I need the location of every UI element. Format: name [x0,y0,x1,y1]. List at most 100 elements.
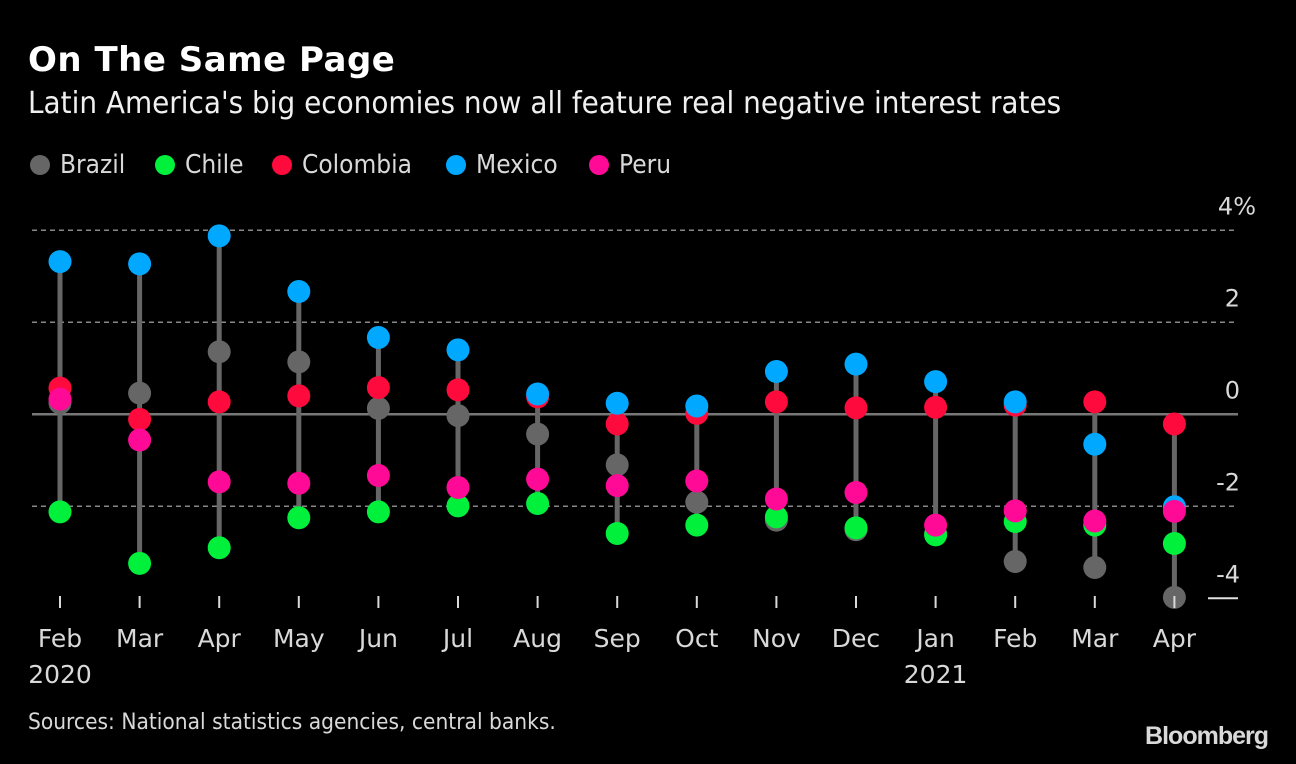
data-point-colombia [1162,412,1186,436]
legend-dot-brazil-icon [30,155,50,175]
legend-item-mexico: Mexico [445,150,567,180]
legend-item-peru: Peru [588,150,677,180]
x-axis-labels: Feb Mar Apr May Jun Jul Aug Sep Oct Nov Dec Jan Feb M… [28,596,1197,689]
data-point-chile [128,551,152,575]
y-axis-labels: 4% 2 0 -2 -4 [1216,192,1256,588]
data-point-peru [605,474,629,498]
data-point-mexico [48,250,72,274]
data-point-mexico [924,370,948,394]
legend-dot-mexico-icon [445,155,466,175]
data-point-chile [48,500,72,524]
legend-label: Brazil [60,150,126,180]
data-point-peru [526,467,550,491]
data-point-brazil [1003,550,1027,573]
data-point-peru [366,463,390,487]
y-tick-label: -2 [1216,468,1240,496]
data-point-mexico [1003,390,1027,414]
x-tick-label: Mar [1071,624,1119,653]
data-point-brazil [685,490,709,514]
data-point-colombia [605,412,629,436]
data-point-chile [207,536,231,560]
y-tick-label: 0 [1225,376,1240,404]
data-point-chile [366,500,390,524]
data-point-colombia [446,378,470,402]
data-point-brazil [1083,555,1107,579]
data-point-peru [924,513,948,537]
data-point-peru [1083,509,1107,533]
data-point-mexico [446,338,470,362]
data-point-chile [446,494,470,518]
data-point-peru [207,470,231,494]
data-point-chile [1162,532,1186,556]
x-tick-label: Oct [675,624,718,653]
x-tick-label: Jun [357,624,398,653]
data-point-chile [685,513,709,537]
data-point-colombia [844,396,868,420]
data-point-colombia [287,384,311,408]
data-point-chile [526,492,550,516]
legend: Brazil Chile Colombia Mexico Peru [30,150,699,180]
data-point-chile [287,506,311,530]
source-note: Sources: National statistics agencies, c… [28,710,556,735]
x-tick-label: Mar [116,624,164,653]
data-point-chile [844,516,868,540]
data-point-chile [605,521,629,545]
legend-dot-colombia-icon [271,155,292,175]
x-tick-label: Apr [1153,624,1197,653]
data-point-colombia [366,376,390,400]
x-tick-label: Dec [832,624,880,653]
data-point-mexico [526,382,550,406]
data-point-peru [764,487,788,511]
data-point-colombia [924,395,948,419]
data-point-mexico [764,360,788,384]
data-point-peru [446,475,470,499]
gridlines [32,229,1238,600]
data-point-peru [287,471,311,495]
x-year-label: 2021 [904,660,968,689]
legend-item-colombia: Colombia [271,150,424,180]
legend-label: Colombia [301,150,412,180]
legend-label: Chile [184,150,244,180]
data-point-colombia [207,390,231,414]
x-tick-label: Sep [594,624,641,653]
data-point-brazil [207,340,231,364]
data-point-mexico [685,394,709,418]
legend-item-chile: Chile [154,150,250,180]
data-point-peru [1162,499,1186,523]
x-tick-label: Feb [993,624,1037,653]
data-point-peru [685,469,709,493]
data-point-chile [764,505,788,529]
x-tick-label: Feb [38,624,82,653]
data-point-mexico [1083,432,1107,456]
data-point-mexico [844,352,868,376]
x-tick-label: Jul [441,624,473,653]
bloomberg-logo: Bloomberg [1145,722,1269,750]
legend-item-brazil: Brazil [30,150,133,180]
data-point-colombia [128,407,152,431]
x-tick-label: May [273,624,325,653]
y-tick-label: 2 [1225,284,1240,312]
data-point-brazil [366,396,390,420]
chart-subtitle: Latin America's big economies now all fe… [28,86,1062,121]
legend-dot-peru-icon [588,155,609,175]
data-point-peru [1003,499,1027,523]
x-tick-label: Aug [513,624,562,653]
y-tick-label: -4 [1216,560,1240,588]
data-point-mexico [366,325,390,349]
y-tick-label: 4% [1218,192,1256,220]
data-point-peru [844,481,868,504]
data-point-peru [48,387,72,411]
data-point-brazil [526,422,550,446]
data-point-peru [128,428,152,452]
data-points [48,224,1186,609]
data-point-colombia [764,390,788,414]
data-point-mexico [128,252,152,276]
legend-label: Peru [618,150,671,180]
data-point-brazil [128,381,152,405]
data-point-mexico [287,279,311,303]
x-year-label: 2020 [28,660,92,689]
data-point-mexico [605,391,629,415]
data-point-colombia [1083,390,1107,414]
chart-title: On The Same Page [28,40,396,80]
